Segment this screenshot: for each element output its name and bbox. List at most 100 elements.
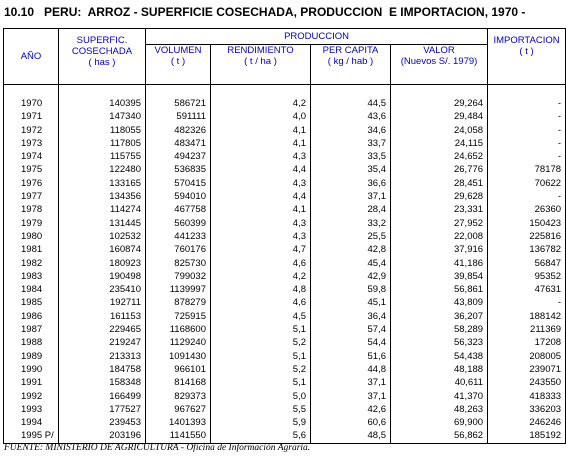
table-row: 1983 190498 799032 4,2 42,9 39,854 95352	[3, 269, 566, 284]
table-row: 1973 117805 483471 4,1 33,7 24,115-	[3, 136, 566, 151]
header-unit: ( kg / hab )	[327, 56, 374, 67]
value-cell: 40,611	[389, 376, 489, 390]
value-cell: 147340	[58, 110, 146, 124]
header-text: AÑO	[20, 51, 42, 62]
table-row: 1985 192711 878279 4,6 45,1 43,809-	[3, 296, 566, 310]
value-cell: 69,900	[389, 416, 489, 430]
value-cell: 54,4	[310, 336, 391, 350]
year-cell: 1976	[3, 176, 59, 191]
value-cell: -	[487, 123, 566, 137]
value-cell: -	[487, 190, 566, 204]
value-cell: 5,2	[210, 336, 311, 350]
col-header: SUPERFIC. COSECHADA( has )	[58, 28, 146, 85]
value-cell: 594010	[145, 190, 211, 204]
value-cell: 28,4	[310, 203, 391, 217]
value-cell: 203196	[58, 429, 146, 444]
value-cell: 35,4	[310, 163, 391, 177]
header-text: VOLUMEN	[154, 45, 202, 56]
value-cell: 235410	[58, 283, 146, 297]
value-cell: 122480	[58, 163, 146, 177]
value-cell: 1139997	[145, 283, 211, 297]
value-cell: 54,438	[389, 349, 489, 363]
col-header: PER CAPITA( kg / hab )	[310, 44, 391, 85]
value-cell: 33,2	[310, 216, 391, 230]
value-cell: 102532	[58, 229, 146, 244]
value-cell: 418333	[487, 389, 566, 403]
value-cell: 78178	[487, 163, 566, 177]
year-cell: 1985	[3, 296, 59, 310]
value-cell: 4,6	[210, 296, 311, 310]
value-cell: 1129240	[145, 336, 211, 350]
value-cell: 4,4	[210, 163, 311, 177]
value-cell: 4,3	[210, 150, 311, 164]
value-cell: 57,4	[310, 323, 391, 337]
year-cell: 1981	[3, 243, 59, 257]
table-row: 1982 180923 825730 4,6 45,4 41,186 56847	[3, 256, 566, 270]
value-cell: 336203	[487, 402, 566, 417]
value-cell: 4,3	[210, 176, 311, 191]
value-cell: 1091430	[145, 349, 211, 363]
value-cell: 213313	[58, 349, 146, 363]
value-cell: 36,4	[310, 309, 391, 324]
col-header: IMPORTACION( t )	[487, 28, 566, 85]
year-cell: 1984	[3, 283, 59, 297]
value-cell: 760176	[145, 243, 211, 257]
value-cell: 136782	[487, 243, 566, 257]
table-row: 1972 118055 482326 4,1 34,6 24,058-	[3, 123, 566, 137]
value-cell: 34,6	[310, 123, 391, 137]
year-cell: 1986	[3, 309, 59, 324]
header-unit: ( has )	[88, 57, 116, 68]
year-cell: 1979	[3, 216, 59, 230]
value-cell: 43,6	[310, 110, 391, 124]
table-row: 1989 213313 1091430 5,1 51,6 54,438 208005	[3, 349, 566, 363]
table-row: 1975 122480 536835 4,4 35,4 26,776 78178	[3, 163, 566, 177]
value-cell: 29,484	[389, 110, 489, 124]
year-cell: 1975	[3, 163, 59, 177]
value-cell: 42,6	[310, 402, 391, 417]
value-cell: 115755	[58, 150, 146, 164]
value-cell: 33,7	[310, 136, 391, 151]
year-cell: 1980	[3, 229, 59, 244]
value-cell: 36,6	[310, 176, 391, 191]
value-cell: -	[487, 84, 566, 111]
value-cell: 4,3	[210, 216, 311, 230]
value-cell: 56,861	[389, 283, 489, 297]
value-cell: 239453	[58, 416, 146, 430]
value-cell: 4,5	[210, 309, 311, 324]
data-table: AÑO SUPERFIC. COSECHADA( has ) PRODUCCIO…	[3, 28, 566, 444]
value-cell: 26360	[487, 203, 566, 217]
table-row: 1977 134356 594010 4,4 37,1 29,628-	[3, 190, 566, 204]
value-cell: 44,8	[310, 362, 391, 377]
value-cell: 42,9	[310, 269, 391, 284]
source-note: FUENTE: MINISTERIO DE AGRICULTURA - Ofic…	[4, 443, 311, 453]
value-cell: 814168	[145, 376, 211, 390]
value-cell: 239071	[487, 362, 566, 377]
value-cell: 118055	[58, 123, 146, 137]
value-cell: 5,6	[210, 429, 311, 444]
value-cell: 58,289	[389, 323, 489, 337]
value-cell: 23,331	[389, 203, 489, 217]
col-header: VALOR (Nuevos S/. 1979)	[389, 44, 489, 85]
value-cell: 229465	[58, 323, 146, 337]
year-cell: 1977	[3, 190, 59, 204]
value-cell: 829373	[145, 389, 211, 403]
value-cell: -	[487, 136, 566, 151]
value-cell: 27,952	[389, 216, 489, 230]
value-cell: 177527	[58, 402, 146, 417]
header-text: PER CAPITA	[322, 45, 379, 56]
value-cell: 48,263	[389, 402, 489, 417]
value-cell: 184758	[58, 362, 146, 377]
value-cell: 192711	[58, 296, 146, 310]
value-cell: 4,1	[210, 136, 311, 151]
value-cell: 4,4	[210, 190, 311, 204]
year-cell: 1978	[3, 203, 59, 217]
value-cell: 4,2	[210, 269, 311, 284]
year-cell: 1974	[3, 150, 59, 164]
value-cell: 1168600	[145, 323, 211, 337]
value-cell: 161153	[58, 309, 146, 324]
value-cell: 5,1	[210, 323, 311, 337]
value-cell: 29,264	[389, 84, 489, 111]
value-cell: 570415	[145, 176, 211, 191]
table-row: 1993 177527 967627 5,5 42,6 48,263 336203	[3, 402, 566, 417]
header-text: IMPORTACION	[493, 35, 560, 46]
